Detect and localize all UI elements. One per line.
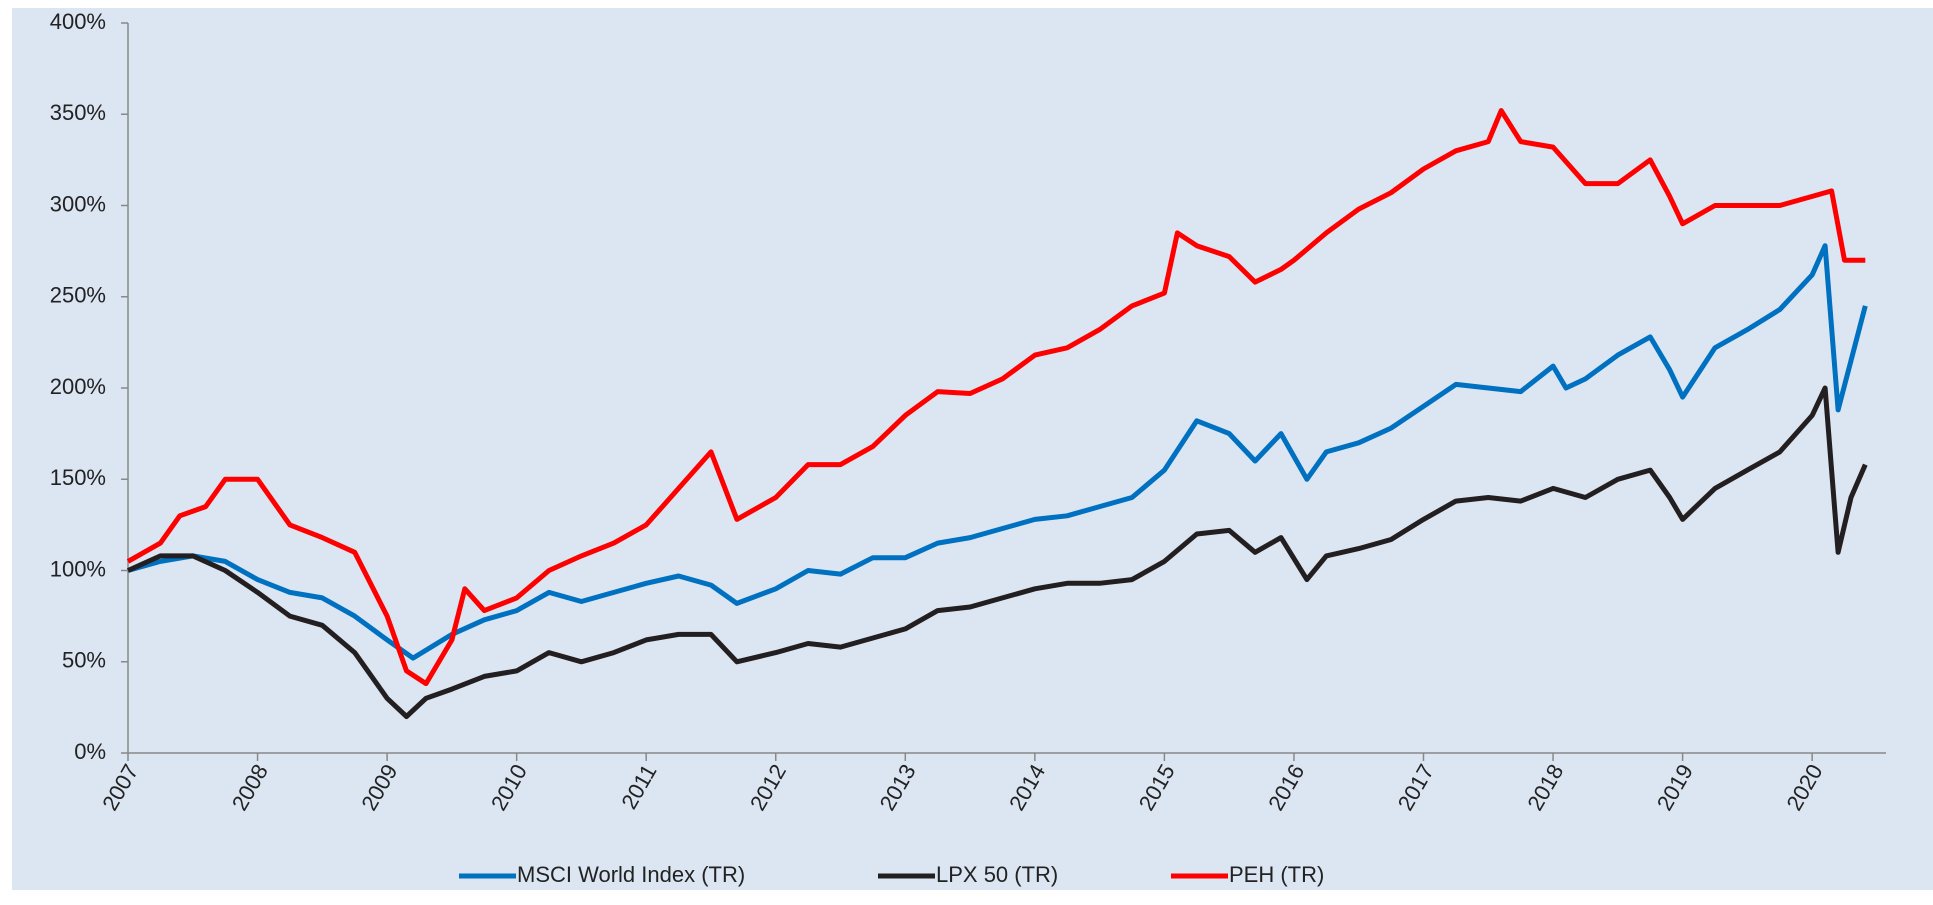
y-tick-label: 400%: [50, 9, 106, 34]
y-tick-label: 150%: [50, 465, 106, 490]
y-tick-label: 300%: [50, 191, 106, 216]
series-line: [126, 108, 1866, 687]
legend-label: PEH (TR): [1229, 862, 1324, 887]
y-tick-label: 50%: [62, 648, 106, 673]
y-tick-label: 350%: [50, 100, 106, 125]
y-tick-label: 250%: [50, 283, 106, 308]
y-tick-label: 100%: [50, 556, 106, 581]
legend-label: MSCI World Index (TR): [517, 862, 745, 887]
legend-label: LPX 50 (TR): [936, 862, 1058, 887]
series-line: [126, 385, 1868, 719]
series-line: [127, 243, 1868, 661]
chart-background: [12, 8, 1933, 890]
y-tick-label: 0%: [74, 739, 106, 764]
y-tick-label: 200%: [50, 374, 106, 399]
